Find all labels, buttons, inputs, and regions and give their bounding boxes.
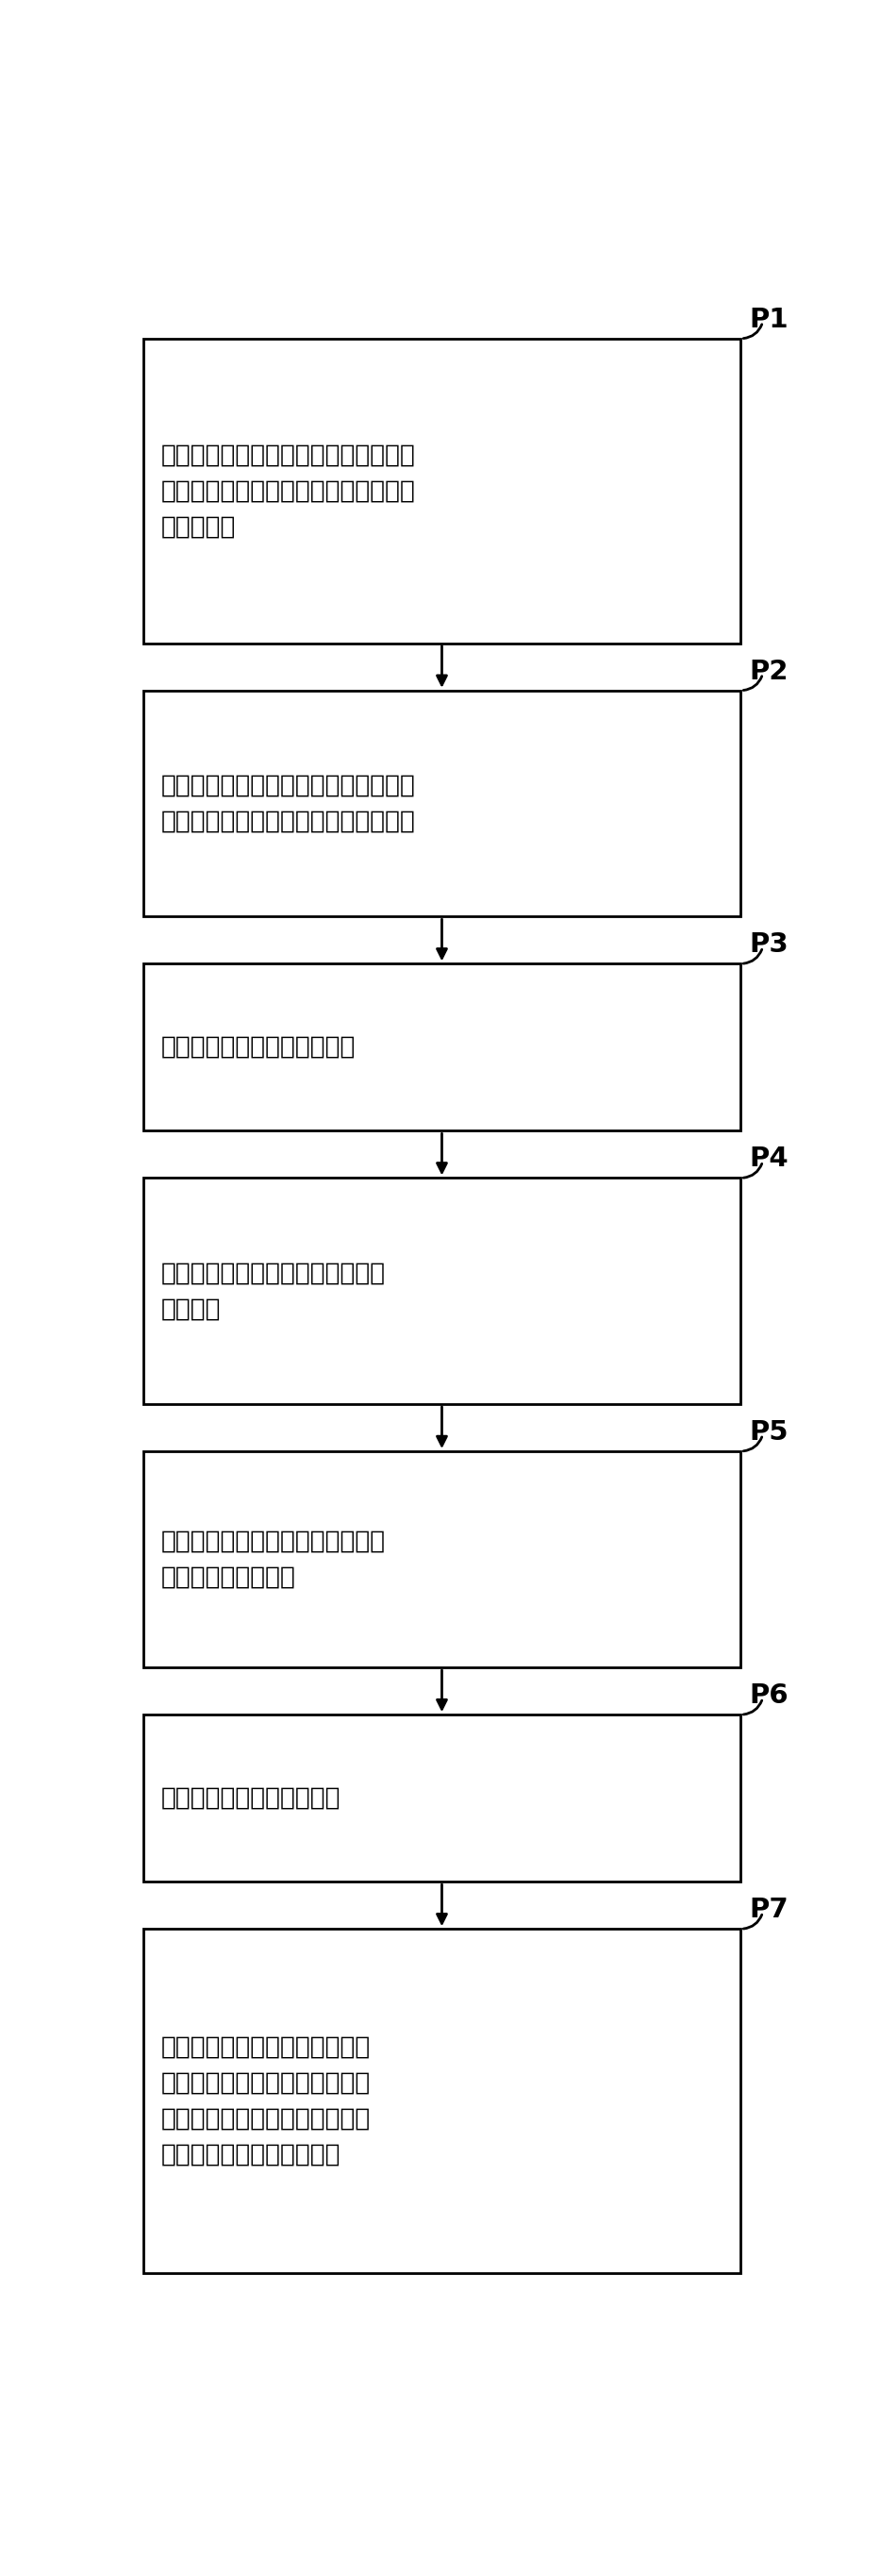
- Bar: [143, 1450, 741, 1667]
- Bar: [143, 1716, 741, 1883]
- Text: 对所有加密后的参数进行运算: 对所有加密后的参数进行运算: [161, 1036, 356, 1059]
- Text: P5: P5: [750, 1419, 788, 1445]
- Text: P4: P4: [750, 1146, 788, 1172]
- Bar: [143, 963, 741, 1131]
- Text: 中心节点对运算后的参数密文进行
解密；及: 中心节点对运算后的参数密文进行 解密；及: [161, 1260, 385, 1321]
- Text: 判断数据进度是否小于预设值，
若是，则选取数据更新的分节点
数据，并进行训练得到新参数；
若否，则维持原有训练模型: 判断数据进度是否小于预设值， 若是，则选取数据更新的分节点 数据，并进行训练得到…: [161, 2035, 370, 2166]
- Bar: [143, 1177, 741, 1404]
- Text: 设定进度要求的预设值；及: 设定进度要求的预设值；及: [161, 1785, 341, 1811]
- Text: P1: P1: [750, 307, 788, 332]
- Bar: [143, 337, 741, 644]
- Text: P2: P2: [750, 659, 788, 685]
- Text: 选取一分节点数据，并基于训练模型进
行训练得到参数后，将参数进行同态加
密获得密文: 选取一分节点数据，并基于训练模型进 行训练得到参数后，将参数进行同态加 密获得密…: [161, 443, 415, 538]
- Bar: [143, 690, 741, 917]
- Text: 将密文与分节点数据的样本量一起发送
至中心节点，直至所有分节点训练完毕: 将密文与分节点数据的样本量一起发送 至中心节点，直至所有分节点训练完毕: [161, 773, 415, 835]
- Text: P7: P7: [750, 1896, 789, 1924]
- Text: P6: P6: [750, 1682, 788, 1708]
- Bar: [143, 1929, 741, 2272]
- Text: 中心节点基于解密后的明文集成所
有分节点的训练模型: 中心节点基于解密后的明文集成所 有分节点的训练模型: [161, 1530, 385, 1589]
- Text: P3: P3: [750, 933, 789, 958]
